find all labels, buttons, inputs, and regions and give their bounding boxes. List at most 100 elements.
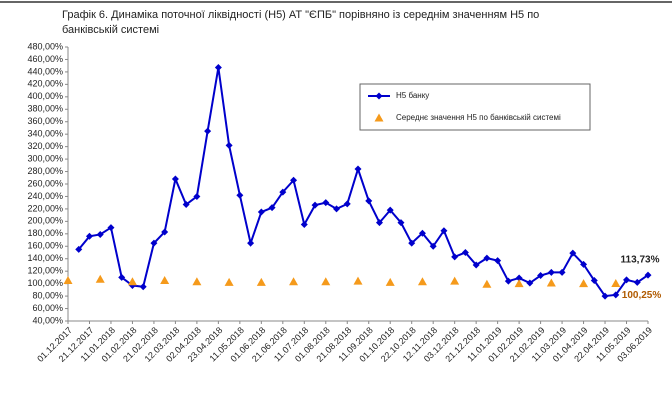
data-point <box>365 197 373 205</box>
data-point <box>214 64 222 72</box>
y-tick-label: 400,00% <box>27 91 63 101</box>
data-point <box>537 272 545 280</box>
data-point <box>515 274 523 282</box>
data-point <box>397 219 405 227</box>
data-point <box>483 254 491 262</box>
data-point <box>429 242 437 250</box>
y-tick-label: 220,00% <box>27 203 63 213</box>
data-point <box>623 276 631 284</box>
data-point <box>461 249 469 256</box>
data-point <box>160 276 170 285</box>
data-point <box>182 201 190 209</box>
y-tick-label: 340,00% <box>27 129 63 139</box>
data-point <box>451 253 459 261</box>
legend-box <box>359 83 591 131</box>
data-point <box>611 278 621 287</box>
y-tick-label: 100,00% <box>27 278 63 288</box>
data-point <box>257 208 265 216</box>
y-tick-label: 440,00% <box>27 66 63 76</box>
y-tick-label: 40,00% <box>32 315 63 325</box>
data-point <box>139 283 147 291</box>
data-point <box>450 276 460 285</box>
data-point <box>580 260 588 268</box>
data-label: 113,73% <box>621 255 660 266</box>
data-point <box>279 188 287 196</box>
data-point <box>247 239 255 247</box>
data-point <box>514 279 524 288</box>
y-tick-label: 200,00% <box>27 216 63 226</box>
data-point <box>161 228 169 236</box>
y-tick-label: 460,00% <box>27 54 63 64</box>
data-point <box>321 277 331 286</box>
y-tick-label: 180,00% <box>27 228 63 238</box>
y-tick-label: 120,00% <box>27 266 63 276</box>
data-point <box>290 176 298 184</box>
data-point <box>408 239 416 247</box>
data-point <box>322 199 330 207</box>
data-point <box>633 278 641 286</box>
data-point <box>547 268 555 276</box>
data-point <box>96 230 104 238</box>
data-point <box>311 201 319 209</box>
y-tick-label: 140,00% <box>27 253 63 263</box>
data-point <box>558 268 566 276</box>
data-point <box>386 206 394 214</box>
y-tick-label: 260,00% <box>27 178 63 188</box>
y-tick-label: 380,00% <box>27 104 63 114</box>
data-point <box>333 205 341 213</box>
data-point <box>385 277 395 286</box>
data-point <box>440 227 448 235</box>
data-point <box>127 277 137 286</box>
y-tick-label: 80,00% <box>32 290 63 300</box>
data-point <box>601 292 609 300</box>
data-point <box>256 277 266 286</box>
data-point <box>644 271 652 279</box>
data-point <box>224 277 234 286</box>
legend-marker <box>374 113 384 122</box>
y-tick-label: 60,00% <box>32 303 63 313</box>
data-point <box>354 165 362 173</box>
data-point <box>150 239 158 247</box>
data-point <box>289 277 299 286</box>
data-point <box>494 257 502 265</box>
data-point <box>579 279 589 288</box>
data-point <box>63 276 73 285</box>
data-point <box>612 291 620 299</box>
data-point <box>300 220 308 228</box>
data-point <box>418 229 426 237</box>
data-point <box>193 192 201 200</box>
data-point <box>118 273 126 281</box>
data-point <box>590 277 598 285</box>
data-point <box>343 200 351 208</box>
data-point <box>472 261 480 269</box>
y-tick-label: 240,00% <box>27 191 63 201</box>
data-point <box>526 279 534 287</box>
y-tick-label: 280,00% <box>27 166 63 176</box>
data-point <box>225 141 233 149</box>
y-tick-label: 320,00% <box>27 141 63 151</box>
data-point <box>546 278 556 287</box>
y-tick-label: 300,00% <box>27 153 63 163</box>
data-point <box>375 219 383 227</box>
data-point <box>171 175 179 183</box>
data-point <box>75 245 83 253</box>
data-point <box>85 232 93 240</box>
legend-label: Середнє значення Н5 по банківській систе… <box>396 113 561 122</box>
y-tick-label: 420,00% <box>27 79 63 89</box>
data-point <box>417 277 427 286</box>
data-point <box>192 277 202 286</box>
data-point <box>482 279 492 288</box>
legend-marker <box>375 92 383 100</box>
data-point <box>353 276 363 285</box>
data-point <box>204 127 212 135</box>
data-point <box>504 277 512 285</box>
data-point <box>569 249 577 257</box>
chart-title: Графік 6. Динаміка поточної ліквідності … <box>62 9 540 36</box>
data-point <box>95 274 105 283</box>
legend-label: Н5 банку <box>396 91 429 100</box>
y-tick-label: 360,00% <box>27 116 63 126</box>
y-tick-label: 480,00% <box>27 41 63 51</box>
data-point <box>107 224 115 232</box>
